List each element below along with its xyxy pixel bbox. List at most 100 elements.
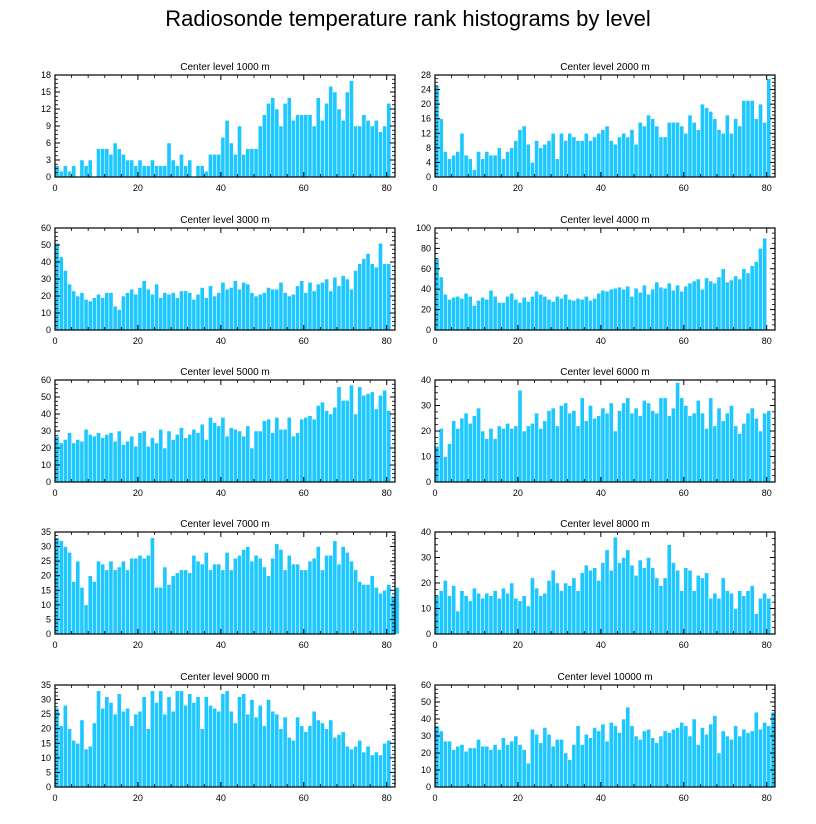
y-tick-label: 10: [41, 753, 51, 763]
bar: [141, 430, 147, 483]
bar: [741, 728, 747, 788]
bar: [353, 413, 358, 483]
bar: [303, 292, 309, 331]
bar: [83, 165, 89, 178]
bar: [349, 748, 354, 788]
bar: [79, 159, 85, 178]
bar: [467, 747, 473, 788]
bar: [307, 282, 313, 331]
bar: [579, 299, 585, 331]
bar: [550, 745, 556, 788]
bar: [245, 148, 251, 178]
bar: [554, 158, 560, 178]
bar: [633, 407, 639, 483]
bar: [521, 430, 527, 483]
bar: [224, 690, 230, 788]
bar: [542, 727, 548, 788]
bar: [733, 725, 738, 788]
bar: [488, 154, 494, 178]
bar: [228, 427, 234, 483]
y-tick-label: 10: [41, 460, 51, 470]
x-tick-label: 40: [596, 336, 606, 346]
bar: [386, 740, 392, 788]
bar: [546, 410, 552, 483]
bar: [357, 386, 363, 483]
bar: [538, 742, 544, 788]
bar: [675, 122, 680, 178]
bar: [282, 103, 288, 178]
bar: [54, 708, 60, 788]
bar: [525, 425, 531, 483]
bar: [671, 407, 676, 483]
bar: [378, 395, 383, 483]
bar: [608, 288, 614, 331]
bar: [145, 288, 151, 331]
bar: [257, 125, 263, 178]
bar: [621, 718, 626, 788]
bar: [517, 302, 523, 331]
bar: [584, 296, 589, 331]
x-tick-label: 20: [133, 793, 143, 803]
bar: [116, 430, 122, 483]
bar: [447, 158, 452, 178]
bar: [179, 154, 184, 178]
bar: [476, 300, 481, 331]
bar: [158, 690, 164, 788]
bar: [353, 270, 358, 331]
bar: [567, 412, 573, 483]
bar: [125, 569, 130, 635]
bar: [245, 546, 251, 635]
bar: [145, 446, 151, 483]
bar: [278, 429, 284, 483]
bar: [596, 293, 602, 331]
bar: [253, 716, 259, 788]
bar: [233, 429, 238, 483]
bar: [459, 418, 465, 483]
bar: [496, 147, 502, 178]
bar: [320, 120, 325, 178]
bar: [559, 739, 564, 788]
bar: [125, 159, 130, 178]
bar: [166, 430, 172, 483]
bar: [133, 165, 139, 178]
bar: [71, 740, 76, 788]
bar: [737, 125, 743, 178]
bar: [237, 555, 242, 635]
bar: [365, 745, 371, 788]
x-tick-label: 60: [679, 488, 689, 498]
bar: [286, 97, 292, 178]
bar: [559, 298, 564, 331]
bar: [538, 595, 544, 635]
bar: [187, 159, 193, 178]
bar: [274, 288, 280, 331]
bar: [675, 727, 680, 788]
bar: [517, 600, 523, 635]
bar: [71, 165, 76, 178]
bar: [654, 577, 660, 635]
bar: [496, 749, 502, 788]
bar: [679, 590, 685, 635]
bar: [687, 570, 693, 635]
bar: [716, 407, 722, 483]
y-tick-label: 24: [421, 85, 431, 95]
x-tick-label: 80: [382, 793, 392, 803]
bar: [434, 85, 440, 178]
bar: [374, 408, 379, 483]
bar: [386, 410, 392, 483]
bar: [369, 754, 375, 788]
bar: [212, 295, 217, 331]
bar: [679, 125, 685, 178]
bar: [629, 725, 635, 788]
bar: [666, 544, 672, 635]
bar: [683, 285, 689, 331]
bar: [311, 710, 317, 788]
bar: [158, 429, 164, 483]
bar: [116, 148, 122, 178]
bar: [204, 171, 209, 178]
bar: [633, 735, 639, 788]
bar: [291, 120, 296, 178]
bar: [509, 428, 515, 483]
bar: [463, 412, 469, 483]
bar: [538, 428, 544, 483]
bar: [617, 732, 622, 788]
